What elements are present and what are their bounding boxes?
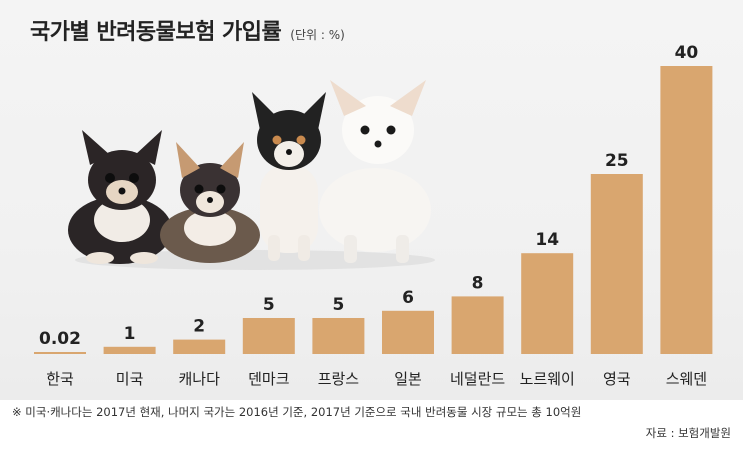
category-label-6: 네덜란드 xyxy=(450,370,505,388)
category-label-5: 일본 xyxy=(394,370,422,388)
value-label-0: 0.02 xyxy=(39,329,81,349)
bar-3 xyxy=(242,318,295,354)
bar-9 xyxy=(660,66,713,354)
category-label-2: 캐나다 xyxy=(178,370,220,388)
category-label-0: 한국 xyxy=(46,370,74,388)
value-label-3: 5 xyxy=(263,295,275,315)
value-label-1: 1 xyxy=(124,324,136,344)
value-label-5: 6 xyxy=(402,288,414,308)
dog-illustration-4 xyxy=(319,80,431,263)
footnote: ※ 미국·캐나다는 2017년 현재, 나머지 국가는 2016년 기준, 20… xyxy=(12,405,582,419)
category-label-9: 스웨덴 xyxy=(666,370,707,388)
category-label-4: 프랑스 xyxy=(318,370,360,388)
source-label: 자료 : 보험개발원 xyxy=(645,426,731,440)
category-label-7: 노르웨이 xyxy=(520,370,575,388)
chart-title: 국가별 반려동물보험 가입률 xyxy=(30,20,282,45)
bar-4 xyxy=(312,318,365,354)
bar-6 xyxy=(451,296,504,354)
value-label-6: 8 xyxy=(472,273,484,293)
category-label-8: 영국 xyxy=(603,370,631,388)
category-label-1: 미국 xyxy=(116,370,144,388)
dog-illustration-2 xyxy=(160,142,260,263)
chart-title-block: 국가별 반려동물보험 가입률 (단위 : %) xyxy=(30,14,345,46)
unit-label: (단위 : %) xyxy=(290,28,345,42)
category-label-3: 덴마크 xyxy=(248,370,289,388)
value-label-4: 5 xyxy=(332,295,344,315)
dogs-photo xyxy=(68,80,435,270)
value-label-7: 14 xyxy=(535,230,559,250)
dog-illustration-1 xyxy=(68,130,172,264)
bar-0 xyxy=(34,352,86,354)
bar-8 xyxy=(590,174,643,354)
bar-7 xyxy=(521,253,574,354)
bar-chart: 0.02 한국 1 미국 2 캐나다 5 덴마크 5 프랑스 6 일본 8 네덜란드 14 노르웨이 25 영국 4… xyxy=(34,43,713,388)
bar-1 xyxy=(103,346,156,354)
bar-5 xyxy=(382,310,434,354)
value-label-9: 40 xyxy=(675,43,699,63)
value-label-2: 2 xyxy=(193,317,205,337)
dog-illustration-3 xyxy=(252,92,326,261)
value-label-8: 25 xyxy=(605,151,629,171)
bar-2 xyxy=(173,339,226,354)
